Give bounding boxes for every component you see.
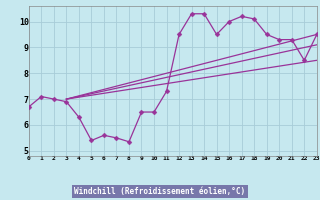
Text: Windchill (Refroidissement éolien,°C): Windchill (Refroidissement éolien,°C): [75, 187, 245, 196]
